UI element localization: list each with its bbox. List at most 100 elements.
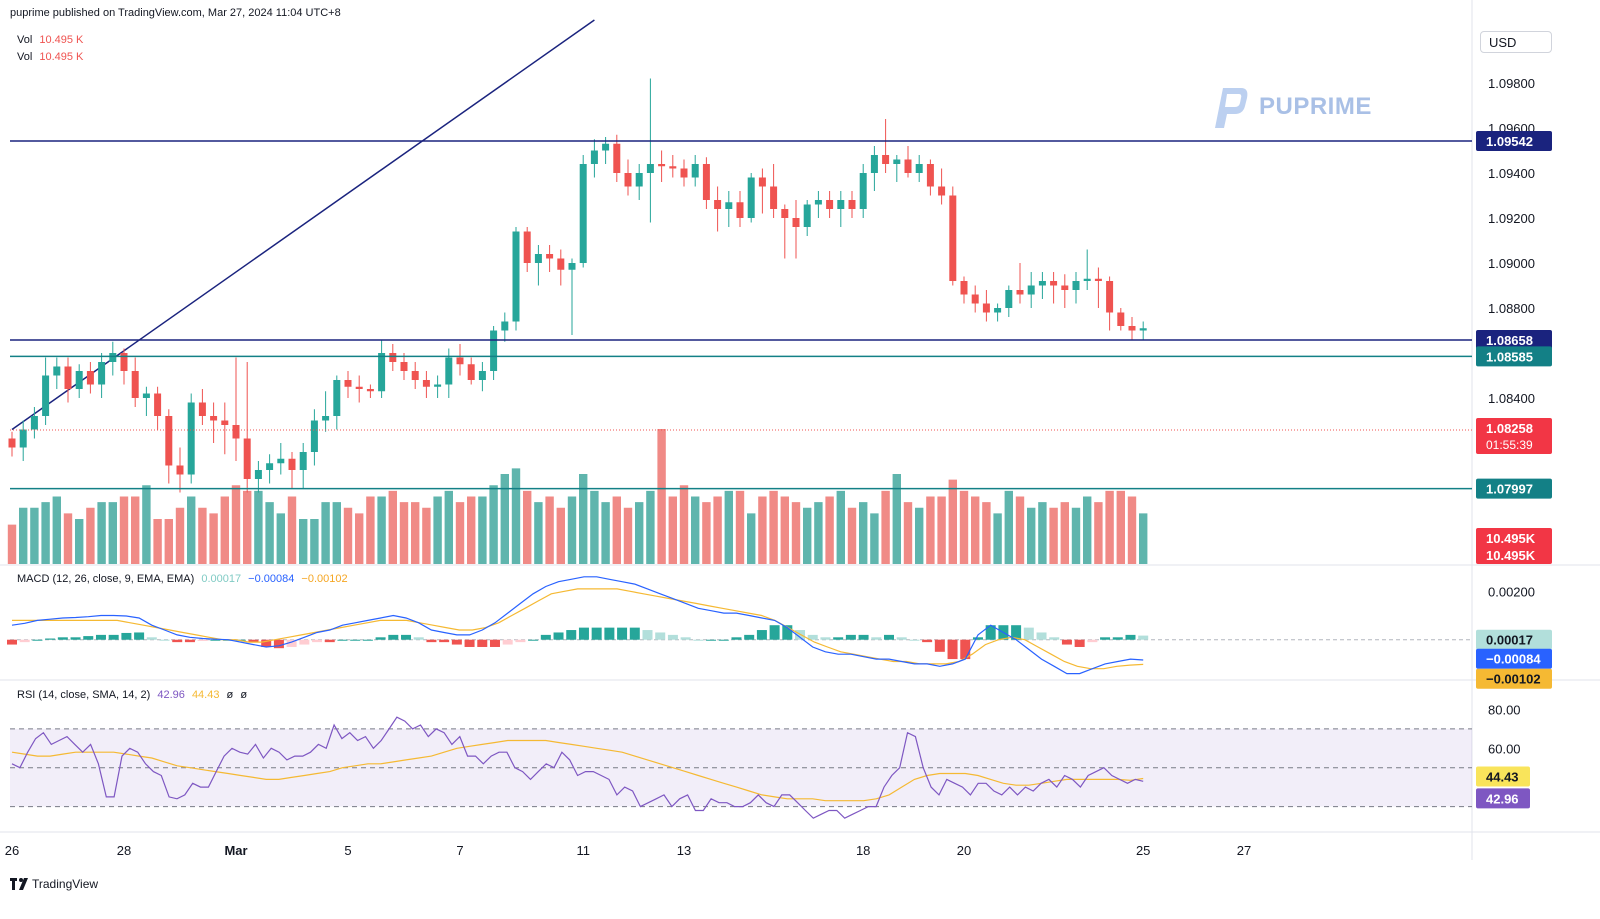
volume-bar	[142, 485, 151, 564]
macd-histogram-bar	[184, 639, 195, 643]
volume-bar	[735, 490, 745, 564]
macd-histogram-bar	[172, 639, 183, 643]
macd-histogram-bar	[642, 630, 653, 640]
macd-histogram-bar	[820, 637, 831, 640]
candle-body	[198, 402, 206, 416]
volume-bar	[511, 468, 521, 564]
candle-body	[501, 321, 509, 331]
rsi-ma-label-bg	[1476, 766, 1530, 787]
volume-bar	[791, 502, 801, 564]
volume-bar	[299, 519, 308, 564]
rsi-axis-tick: 80.00	[1488, 702, 1521, 717]
macd-histogram-bar	[121, 632, 132, 640]
candle-body	[758, 177, 766, 187]
macd-histogram-bar	[286, 639, 297, 647]
macd-histogram-bar	[197, 639, 208, 641]
macd-histogram-bar	[833, 637, 844, 640]
candle-body	[1117, 312, 1125, 326]
candle-body	[355, 386, 363, 389]
volume-bar	[971, 496, 980, 564]
candle-body	[344, 380, 352, 387]
macd-histogram-bar	[1036, 632, 1047, 640]
candle-body	[1027, 285, 1035, 295]
macd-histogram-label: 0.00017	[1476, 629, 1552, 650]
volume-legend-1: Vol 10.495 K	[17, 34, 83, 46]
candle-body	[42, 375, 50, 416]
volume-bar	[926, 496, 935, 564]
candle-body	[142, 393, 150, 398]
macd-histogram-bar	[451, 639, 462, 645]
candle-body	[960, 281, 968, 295]
volume-bar	[422, 507, 431, 564]
time-axis-tick: 26	[5, 843, 19, 858]
volume-bar	[198, 507, 207, 564]
volume-bar	[500, 474, 509, 564]
macd-histogram-bar	[1100, 637, 1111, 640]
candle-body	[478, 371, 486, 380]
volume-legend-value: 10.495 K	[39, 51, 84, 63]
level-price-label-text: 1.08658	[1486, 333, 1533, 348]
price-axis-tick: 1.09000	[1488, 256, 1535, 271]
volume-bar	[1139, 513, 1148, 564]
volume-bar	[254, 490, 263, 564]
volume-bar	[836, 490, 845, 564]
level-price-label: 1.07997	[1476, 478, 1552, 499]
rsi-ma-label-text: 44.43	[1486, 770, 1519, 785]
macd-histogram-bar	[1049, 637, 1060, 640]
candle-body	[490, 330, 498, 371]
macd-histogram-bar	[350, 639, 361, 641]
level-price-label-bg	[1476, 131, 1552, 152]
volume-bar	[679, 485, 689, 564]
candle-body	[422, 380, 430, 387]
macd-histogram-bar	[1138, 635, 1149, 640]
current-price-label-bg	[1476, 417, 1552, 454]
macd-histogram-bar	[159, 639, 170, 641]
volume-bar	[1127, 496, 1137, 564]
level-price-label: 1.09542	[1476, 131, 1552, 152]
macd-histogram-bar	[731, 637, 742, 640]
candle-body	[86, 371, 94, 385]
candle-body	[310, 420, 318, 452]
macd-histogram-bar	[960, 639, 971, 660]
level-price-label-text: 1.08585	[1486, 349, 1533, 364]
candle-body	[602, 143, 610, 151]
candle-body	[165, 416, 173, 466]
volume-bar	[881, 490, 890, 564]
candle-body	[859, 173, 867, 209]
rsi-extra-2: ø	[240, 689, 248, 701]
macd-histogram-bar	[401, 634, 412, 640]
macd-histogram-bar	[134, 632, 145, 640]
candle-body	[1139, 328, 1147, 331]
candle-body	[53, 366, 61, 376]
volume-bar	[870, 513, 879, 564]
rsi-value-label-text: 42.96	[1486, 791, 1519, 806]
volume-bar	[959, 490, 969, 564]
volume-bar	[780, 496, 789, 564]
candle-body	[411, 371, 419, 380]
volume-bar	[567, 496, 577, 564]
volume-bar	[231, 485, 241, 564]
macd-histogram-bar	[706, 639, 717, 641]
volume-bar	[63, 513, 73, 564]
candle-body	[579, 164, 587, 263]
macd-axis-tick: 0.00200	[1488, 584, 1535, 599]
currency-button[interactable]: USD	[1480, 31, 1552, 53]
candle-body	[98, 362, 106, 385]
candle-body	[837, 200, 845, 209]
volume-bar	[814, 502, 823, 564]
volume-bar	[86, 507, 95, 564]
price-axis-tick: 1.09200	[1488, 211, 1535, 226]
candle-body	[523, 231, 531, 263]
tradingview-footer[interactable]: TradingView	[10, 877, 98, 891]
candle-body	[109, 353, 117, 362]
time-axis-tick: 5	[344, 843, 351, 858]
volume-bar	[847, 507, 857, 564]
candle-body	[658, 164, 666, 167]
candle-body	[770, 186, 778, 209]
macd-histogram-bar	[489, 639, 500, 647]
candle-body	[266, 463, 274, 470]
volume-legend-2: Vol 10.495 K	[17, 51, 83, 63]
volume-bar	[825, 496, 834, 564]
volume-bar	[948, 479, 957, 564]
